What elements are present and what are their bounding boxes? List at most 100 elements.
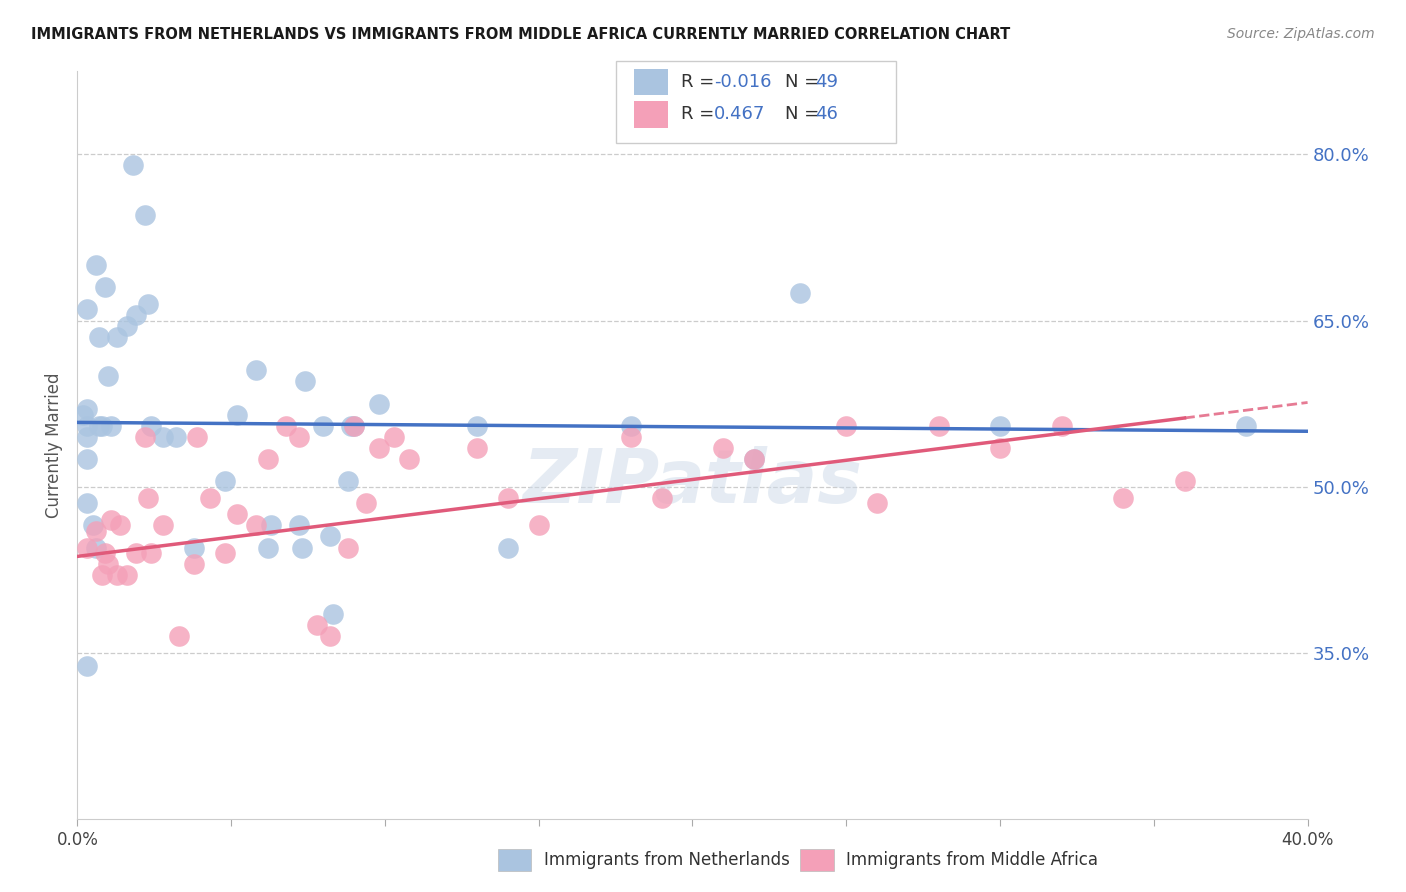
Point	[76, 659, 98, 673]
Point	[465, 418, 488, 433]
Point	[94, 546, 117, 560]
Point	[90, 568, 114, 582]
Point	[367, 441, 389, 455]
Point	[226, 408, 249, 422]
Point	[988, 441, 1011, 455]
Point	[620, 418, 643, 433]
Point	[141, 546, 163, 560]
Point	[276, 418, 298, 433]
Point	[125, 308, 148, 322]
Point	[167, 629, 190, 643]
Point	[121, 159, 143, 173]
Point	[134, 430, 156, 444]
Point	[257, 541, 280, 555]
Point	[260, 518, 283, 533]
Text: 46: 46	[815, 105, 838, 123]
Point	[136, 491, 159, 505]
Point	[312, 418, 335, 433]
Point	[382, 430, 405, 444]
Point	[620, 430, 643, 444]
Point	[76, 418, 98, 433]
Point	[1050, 418, 1073, 433]
Point	[84, 541, 107, 555]
Point	[100, 418, 122, 433]
Point	[76, 302, 98, 317]
Text: IMMIGRANTS FROM NETHERLANDS VS IMMIGRANTS FROM MIDDLE AFRICA CURRENTLY MARRIED C: IMMIGRANTS FROM NETHERLANDS VS IMMIGRANT…	[31, 27, 1010, 42]
Point	[527, 518, 550, 533]
Point	[651, 491, 673, 505]
Point	[136, 297, 159, 311]
Point	[337, 541, 360, 555]
Point	[742, 452, 765, 467]
Point	[110, 518, 132, 533]
Point	[141, 418, 163, 433]
Point	[318, 529, 340, 543]
Point	[198, 491, 221, 505]
Point	[343, 418, 366, 433]
Point	[165, 430, 187, 444]
Point	[294, 375, 316, 389]
Point	[988, 418, 1011, 433]
Text: Immigrants from Middle Africa: Immigrants from Middle Africa	[846, 851, 1098, 869]
Text: 0.467: 0.467	[714, 105, 766, 123]
Point	[367, 396, 389, 410]
Point	[318, 629, 340, 643]
Point	[186, 430, 208, 444]
Point	[72, 408, 94, 422]
Point	[496, 541, 519, 555]
Point	[105, 330, 128, 344]
Point	[789, 285, 811, 300]
Point	[214, 474, 236, 488]
Point	[105, 568, 128, 582]
Point	[134, 208, 156, 222]
Point	[1112, 491, 1135, 505]
Text: R =: R =	[681, 105, 720, 123]
Point	[291, 541, 314, 555]
Point	[866, 496, 889, 510]
Point	[742, 452, 765, 467]
Text: -0.016: -0.016	[714, 73, 772, 91]
Point	[1234, 418, 1257, 433]
Point	[76, 402, 98, 417]
Point	[835, 418, 858, 433]
Text: N =: N =	[785, 73, 824, 91]
Point	[115, 568, 138, 582]
Text: Immigrants from Netherlands: Immigrants from Netherlands	[544, 851, 790, 869]
Point	[84, 258, 107, 272]
Point	[76, 430, 98, 444]
Point	[245, 518, 267, 533]
Point	[214, 546, 236, 560]
Point	[288, 430, 311, 444]
Text: 49: 49	[815, 73, 838, 91]
Point	[152, 518, 174, 533]
Point	[76, 452, 98, 467]
Point	[307, 618, 329, 632]
Point	[343, 418, 366, 433]
Point	[97, 368, 120, 383]
Text: N =: N =	[785, 105, 824, 123]
Point	[87, 330, 110, 344]
Text: R =: R =	[681, 73, 720, 91]
Point	[340, 418, 363, 433]
Point	[87, 418, 110, 433]
Point	[928, 418, 950, 433]
Point	[94, 280, 117, 294]
Point	[82, 518, 104, 533]
Point	[152, 430, 174, 444]
Point	[76, 541, 98, 555]
Point	[245, 363, 267, 377]
Point	[76, 496, 98, 510]
Point	[356, 496, 378, 510]
Point	[226, 508, 249, 522]
Point	[100, 513, 122, 527]
Point	[125, 546, 148, 560]
Point	[288, 518, 311, 533]
Point	[90, 418, 114, 433]
Y-axis label: Currently Married: Currently Married	[45, 372, 63, 518]
Point	[322, 607, 344, 621]
Point	[257, 452, 280, 467]
Text: Source: ZipAtlas.com: Source: ZipAtlas.com	[1227, 27, 1375, 41]
Point	[496, 491, 519, 505]
Point	[398, 452, 420, 467]
Text: ZIPatlas: ZIPatlas	[523, 446, 862, 519]
